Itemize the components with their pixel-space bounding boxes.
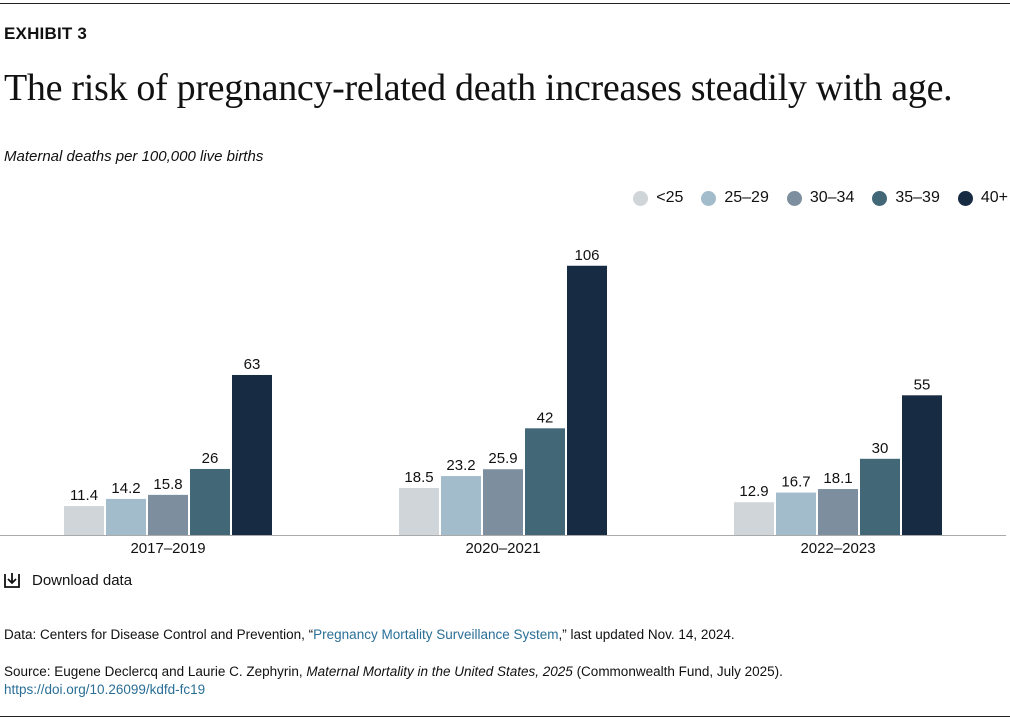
value-label: 14.2 — [111, 480, 140, 497]
download-icon — [4, 573, 20, 588]
value-label: 25.9 — [488, 450, 517, 467]
x-tick-label: 2017–2019 — [130, 540, 205, 557]
legend-label: 35–39 — [895, 189, 940, 206]
legend-label: 25–29 — [724, 189, 769, 206]
legend-swatch — [633, 190, 649, 206]
legend-label: 40+ — [980, 189, 1008, 206]
source-note-text: (Commonwealth Fund, July 2025). — [572, 664, 783, 679]
y-axis-label: Maternal deaths per 100,000 live births — [4, 148, 264, 165]
data-note-text: Data: Centers for Disease Control and Pr… — [4, 627, 314, 642]
legend-item: 35–39 — [872, 189, 940, 207]
value-label: 63 — [244, 356, 261, 373]
bottom-rule — [0, 716, 1010, 717]
chart-title: The risk of pregnancy-related death incr… — [4, 67, 953, 109]
data-note-link[interactable]: Pregnancy Mortality Surveillance System — [313, 627, 559, 642]
legend-swatch — [701, 190, 717, 206]
bar — [64, 506, 104, 535]
download-button[interactable]: Download data — [2, 570, 132, 590]
source-note-text: Source: Eugene Declercq and Laurie C. Ze… — [4, 664, 307, 679]
legend-swatch — [786, 190, 802, 206]
bar — [525, 428, 565, 535]
bar — [902, 395, 942, 535]
bar — [818, 489, 858, 535]
value-label: 16.7 — [781, 474, 810, 491]
value-label: 12.9 — [739, 483, 768, 500]
bar — [399, 488, 439, 535]
exhibit-label: EXHIBIT 3 — [4, 24, 88, 43]
value-label: 15.8 — [153, 476, 182, 493]
value-label: 26 — [202, 450, 219, 467]
bar — [148, 494, 188, 535]
bar — [860, 458, 900, 535]
x-tick-label: 2020–2021 — [465, 540, 540, 557]
legend-swatch — [872, 190, 888, 206]
top-rule — [0, 3, 1010, 4]
source-note: Source: Eugene Declercq and Laurie C. Ze… — [4, 663, 783, 699]
bar — [190, 468, 230, 535]
legend-item: 40+ — [957, 189, 1008, 207]
bar — [734, 502, 774, 535]
legend-item: 30–34 — [786, 189, 855, 207]
value-label: 55 — [914, 376, 931, 393]
legend-swatch — [957, 190, 973, 206]
legend-label: <25 — [656, 189, 684, 206]
data-note-text: ,” last updated Nov. 14, 2024. — [558, 627, 735, 642]
download-label[interactable]: Download data — [32, 571, 133, 589]
value-label: 11.4 — [70, 487, 98, 504]
value-label: 23.2 — [446, 457, 475, 474]
x-tick-label: 2022–2023 — [800, 540, 875, 557]
legend-item: <25 — [633, 189, 683, 207]
bar — [441, 476, 481, 535]
value-label: 18.1 — [823, 470, 852, 487]
chart: 11.4 14.2 15.8 26 63 2017–2019 18.5 23.2 25.9 42 1… — [0, 247, 1006, 557]
legend-item: 25–29 — [701, 189, 769, 207]
value-label: 106 — [574, 247, 599, 264]
source-note-title: Maternal Mortality in the United States,… — [306, 664, 573, 679]
bar — [776, 492, 816, 535]
value-label: 18.5 — [404, 469, 433, 486]
bar — [232, 374, 272, 535]
data-note: Data: Centers for Disease Control and Pr… — [4, 626, 735, 644]
bar — [567, 265, 607, 535]
bar — [106, 498, 146, 535]
legend: <25 25–29 30–34 35–39 40+ — [633, 189, 1008, 207]
bar — [483, 469, 523, 535]
value-label: 42 — [537, 409, 554, 426]
legend-label: 30–34 — [809, 189, 855, 206]
value-label: 30 — [872, 440, 889, 457]
source-note-link[interactable]: https://doi.org/10.26099/kdfd-fc19 — [4, 682, 206, 697]
